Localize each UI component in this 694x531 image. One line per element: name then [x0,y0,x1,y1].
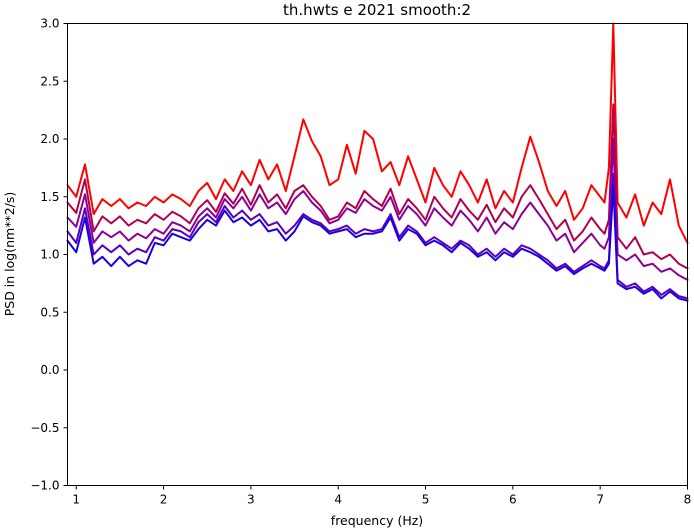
y-tick-label: −0.5 [30,421,59,435]
y-tick-label: −1.0 [30,479,59,493]
y-tick-label: 0.0 [40,363,59,377]
y-tick-label: 3.0 [40,17,59,31]
plot-frame [67,23,688,486]
x-tick-label: 7 [596,493,604,507]
series-group [66,22,689,302]
series-line-2 [66,103,689,270]
y-axis-label: PSD in log(nm**2/s) [2,192,17,317]
plot-area: 1 2 3 4 5 6 7 8 −1.0 −0.5 0.0 0.5 1.0 1.5 2.0 2.5 3.0 [30,17,691,507]
x-tick-label: 1 [72,493,80,507]
series-line-4 [66,172,689,300]
y-tick-label: 2.0 [40,132,59,146]
y-tick-label: 2.5 [40,74,59,88]
chart-title: th.hwts e 2021 smooth:2 [283,1,471,19]
series-line-1 [66,22,689,244]
y-tick-label: 0.5 [40,305,59,319]
x-tick-label: 3 [247,493,255,507]
x-axis-label: frequency (Hz) [331,513,423,528]
y-tick-label: 1.5 [40,190,59,204]
x-tick-label: 4 [334,493,342,507]
x-tick-label: 5 [422,493,430,507]
y-axis-ticks: −1.0 −0.5 0.0 0.5 1.0 1.5 2.0 2.5 3.0 [30,17,68,493]
x-tick-label: 8 [684,493,692,507]
x-tick-label: 2 [160,493,168,507]
x-tick-label: 6 [509,493,517,507]
series-line-3 [66,138,689,281]
y-tick-label: 1.0 [40,248,59,262]
series-line-5 [66,184,689,302]
x-axis-ticks: 1 2 3 4 5 6 7 8 [72,485,692,507]
